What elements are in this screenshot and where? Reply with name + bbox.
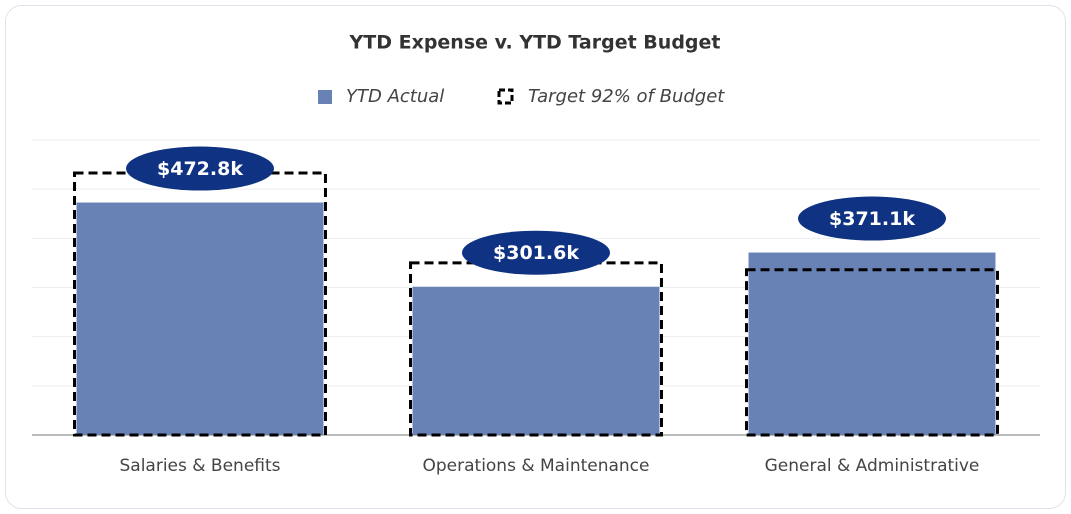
value-label: $301.6k	[493, 242, 579, 264]
x-tick-label: Salaries & Benefits	[119, 456, 280, 476]
bar	[748, 252, 996, 435]
legend-swatch	[318, 90, 332, 104]
legend-swatch	[497, 88, 514, 105]
value-label: $472.8k	[157, 158, 243, 180]
value-label-badge	[126, 146, 274, 191]
value-label: $371.1k	[829, 208, 915, 230]
target-outline	[73, 171, 327, 437]
legend-label: YTD Actual	[346, 86, 444, 107]
value-label-badge	[462, 230, 610, 275]
target-outline	[409, 261, 663, 437]
x-tick-label: General & Administrative	[765, 456, 980, 476]
bar	[412, 286, 660, 435]
value-label-badge	[798, 196, 946, 241]
x-tick-label: Operations & Maintenance	[422, 456, 649, 476]
bar	[76, 202, 324, 435]
target-outline	[745, 268, 999, 437]
chart-title: YTD Expense v. YTD Target Budget	[348, 32, 720, 54]
legend-label: Target 92% of Budget	[528, 86, 725, 107]
